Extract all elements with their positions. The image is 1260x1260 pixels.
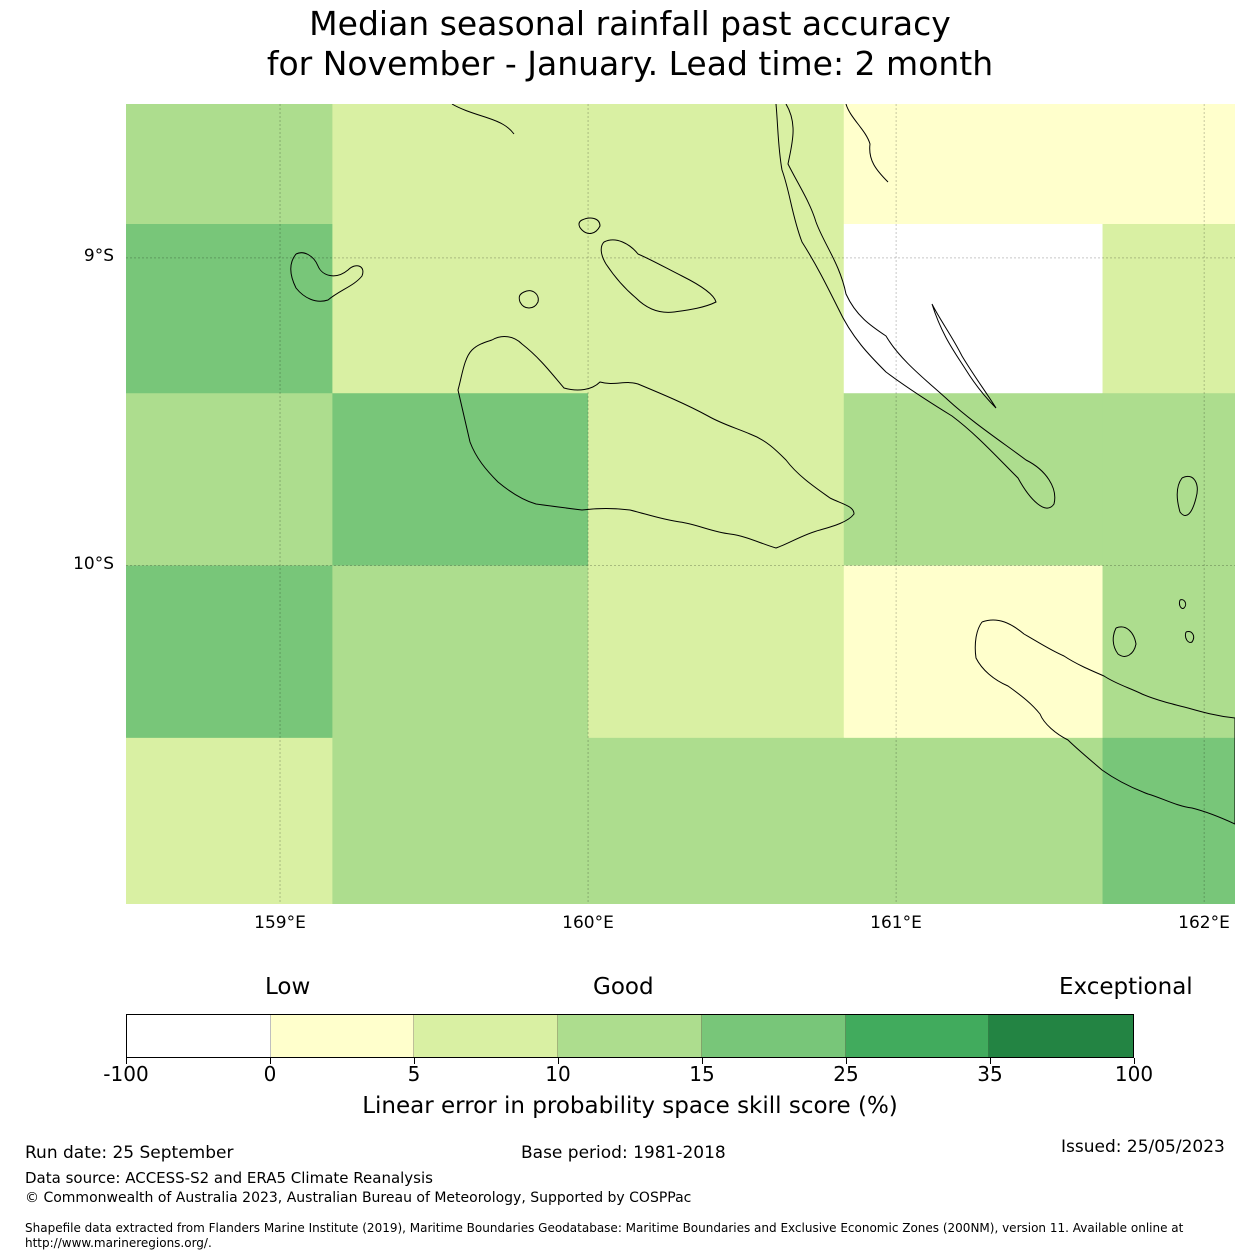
colorbar-tick-label: 100	[1114, 1062, 1154, 1086]
data-source: Data source: ACCESS-S2 and ERA5 Climate …	[25, 1169, 433, 1187]
grid-cell	[332, 104, 589, 225]
colorbar-tick-label: 10	[545, 1062, 571, 1086]
grid-cell	[1102, 104, 1235, 225]
grid-cell	[588, 104, 845, 225]
grid-cell	[126, 393, 333, 567]
guadalcanal-coastline	[457, 336, 855, 549]
title-line-1: Median seasonal rainfall past accuracy	[309, 4, 951, 43]
grid-cell	[1102, 224, 1235, 394]
colorbar-tick-mark	[270, 1058, 271, 1064]
colorbar-label-low: Low	[265, 974, 311, 1000]
grid-cell	[1102, 737, 1235, 904]
maramasike-island	[931, 303, 997, 409]
colorbar-tick-mark	[414, 1058, 415, 1064]
grid-cell	[588, 737, 845, 904]
graticule-lines	[126, 104, 1235, 904]
colorbar-segment	[845, 1015, 990, 1057]
grid-cell	[588, 224, 845, 394]
skill-grid-cells	[126, 104, 1235, 904]
colorbar-segment	[414, 1015, 559, 1057]
grid-cell	[126, 224, 333, 394]
colorbar-title: Linear error in probability space skill …	[362, 1093, 898, 1119]
grid-cell	[126, 565, 333, 739]
grid-cell	[843, 393, 1104, 567]
lon-tick-159e: 159°E	[254, 913, 306, 933]
grid-cell	[332, 565, 589, 739]
colorbar-segment	[989, 1015, 1134, 1057]
colorbar-tick-mark	[990, 1058, 991, 1064]
chart-title: Median seasonal rainfall past accuracy f…	[0, 4, 1260, 84]
grid-cell	[843, 737, 1104, 904]
grid-cell	[843, 565, 1104, 739]
grid-cell	[588, 565, 845, 739]
grid-cell	[332, 224, 589, 394]
colorbar-tick-label: 35	[977, 1062, 1003, 1086]
ugi-island	[1112, 626, 1137, 657]
colorbar-tick-label: 25	[833, 1062, 859, 1086]
colorbar-tick-label: 5	[407, 1062, 421, 1086]
colorbar	[126, 1014, 1134, 1058]
grid-cell	[843, 224, 1104, 394]
map-panel[interactable]	[126, 104, 1235, 904]
russell-islands	[290, 252, 364, 302]
title-line-2: for November - January. Lead time: 2 mon…	[266, 44, 994, 83]
colorbar-tick-mark	[1134, 1058, 1135, 1064]
lon-tick-162e: 162°E	[1178, 913, 1230, 933]
colorbar-label-good: Good	[593, 974, 654, 1000]
malaita-coastline	[775, 104, 1056, 509]
issued-date: Issued: 25/05/2023	[1061, 1137, 1225, 1157]
grid-cell	[332, 737, 589, 904]
colorbar-tick-label: 15	[689, 1062, 715, 1086]
grid-cell	[126, 737, 333, 904]
florida-reef	[451, 104, 515, 135]
colorbar-segment	[701, 1015, 846, 1057]
colorbar-label-exceptional: Exceptional	[1059, 974, 1193, 1000]
colorbar-segment	[127, 1015, 271, 1057]
three-sisters-islands-2	[1185, 631, 1195, 643]
three-sisters-islands	[1179, 599, 1187, 609]
lat-tick-10s: 10°S	[73, 554, 114, 574]
grid-cell	[1102, 393, 1235, 567]
run-date: Run date: 25 September	[25, 1143, 234, 1163]
colorbar-tick-label: 0	[263, 1062, 277, 1086]
colorbar-segment	[558, 1015, 702, 1057]
coastlines	[290, 104, 1235, 825]
nggela-islands	[600, 239, 717, 313]
malaita-north-tip	[845, 104, 889, 183]
grid-cell	[1102, 565, 1235, 739]
lat-tick-9s: 9°S	[83, 246, 114, 266]
makira-coastline	[974, 619, 1235, 825]
nggela-north-isle	[578, 217, 601, 234]
colorbar-tick-mark	[558, 1058, 559, 1064]
colorbar-tick-label: -100	[103, 1062, 149, 1086]
shapefile-url: http://www.marineregions.org/.	[25, 1236, 212, 1250]
copyright-notice: © Commonwealth of Australia 2023, Austra…	[25, 1190, 692, 1206]
savo-island	[518, 290, 539, 309]
lon-tick-160e: 160°E	[562, 913, 614, 933]
lon-tick-161e: 161°E	[870, 913, 922, 933]
shapefile-credit: Shapefile data extracted from Flanders M…	[25, 1221, 1184, 1235]
colorbar-tick-mark	[846, 1058, 847, 1064]
base-period: Base period: 1981-2018	[521, 1143, 726, 1163]
grid-cell	[332, 393, 589, 567]
map-canvas	[126, 104, 1235, 904]
grid-cell	[126, 104, 333, 225]
grid-cell	[843, 104, 1104, 225]
colorbar-segment	[270, 1015, 415, 1057]
ulawa-island	[1176, 476, 1198, 516]
colorbar-tick-mark	[702, 1058, 703, 1064]
colorbar-tick-mark	[126, 1058, 127, 1064]
